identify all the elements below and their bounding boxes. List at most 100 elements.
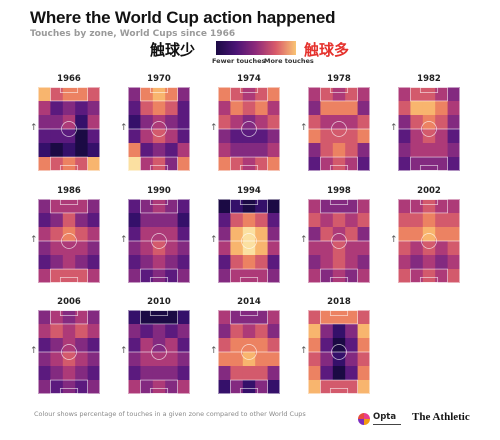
heatmap-cell (75, 310, 88, 325)
heatmap-cell (435, 115, 448, 130)
heatmap-cell (177, 241, 190, 256)
pitch-centre-circle (151, 344, 167, 360)
heatmap-cell (75, 101, 88, 116)
heatmap-cell (447, 129, 460, 144)
panel-year-label: 1966 (57, 74, 81, 84)
heatmap-cell (410, 213, 424, 228)
heatmap-cell (140, 115, 154, 130)
heatmap-cell (308, 352, 321, 367)
heatmap-cell (308, 213, 321, 228)
heatmap-cell (345, 338, 358, 353)
heatmap-cell (38, 157, 51, 171)
heatmap-cell (75, 129, 88, 144)
heatmap-cell (435, 143, 448, 158)
heatmap-cell (255, 199, 268, 214)
heatmap-cell (410, 101, 424, 116)
heatmap-cell (357, 115, 370, 130)
heatmap-cell (242, 213, 256, 228)
heatmap-cell (308, 129, 321, 144)
heatmap-cell (75, 241, 88, 256)
heatmap-cell (140, 310, 154, 325)
heatmap-cell (165, 199, 178, 214)
pitch-centre-circle (151, 121, 167, 137)
heatmap-cell (320, 338, 334, 353)
heatmap-cell (50, 143, 64, 158)
heatmap-cell (87, 352, 100, 367)
panel-year-label: 2018 (327, 297, 351, 307)
heatmap-cell (38, 338, 51, 353)
heatmap-cell (152, 87, 166, 102)
heatmap-cell (332, 269, 346, 283)
heatmap-cell (75, 157, 88, 171)
heatmap-cell (140, 380, 154, 394)
heatmap-cell (177, 101, 190, 116)
heatmap-cell (398, 227, 411, 242)
heatmap-cell (267, 352, 280, 367)
heatmap-cell (38, 352, 51, 367)
heatmap-cell (357, 101, 370, 116)
heatmap-cell (165, 255, 178, 270)
heatmap-cell (422, 157, 436, 171)
heatmap-cell (255, 310, 268, 325)
panel-year-label: 2014 (237, 297, 261, 307)
heatmap-cell (38, 310, 51, 325)
heatmap-cell (267, 157, 280, 171)
heatmap-cell (357, 366, 370, 381)
chart-subtitle: Touches by zone, World Cups since 1966 (30, 29, 236, 39)
attack-direction-arrow-icon: ↑ (300, 235, 308, 245)
heatmap-cell (320, 129, 334, 144)
heatmap-cell (435, 255, 448, 270)
heatmap-cell (218, 87, 231, 102)
heatmap-cell (357, 324, 370, 339)
heatmap-cell (152, 338, 166, 353)
heatmap-cell (230, 115, 244, 130)
attack-direction-arrow-icon: ↑ (30, 346, 38, 356)
heatmap-cell (140, 199, 154, 214)
heatmap-cell (87, 338, 100, 353)
panel-year-label: 1978 (327, 74, 351, 84)
pitch-bottom-goal-box (59, 165, 79, 171)
heatmap-cell (38, 115, 51, 130)
pitch-top-goal-box (239, 87, 259, 93)
heatmap-cell (447, 87, 460, 102)
heatmap-cell (398, 87, 411, 102)
heatmap-cell (128, 101, 141, 116)
heatmap-cell (255, 241, 268, 256)
heatmap-cell (357, 87, 370, 102)
pitch-centre-circle (421, 121, 437, 137)
heatmap-cell (320, 324, 334, 339)
opta-underline (373, 424, 401, 425)
heatmap-cell (398, 241, 411, 256)
heatmap-cell (165, 227, 178, 242)
heatmap-cell (320, 269, 334, 283)
heatmap-cell (165, 241, 178, 256)
heatmap-cell (140, 241, 154, 256)
panel-year-label: 1974 (237, 74, 261, 84)
heatmap-cell (140, 87, 154, 102)
pitch-bottom-goal-box (239, 277, 259, 283)
heatmap-cell (62, 199, 76, 214)
attack-direction-arrow-icon: ↑ (120, 235, 128, 245)
heatmap-cell (308, 269, 321, 283)
heatmap-cell (320, 143, 334, 158)
heatmap-cell (177, 352, 190, 367)
heatmap-cell (357, 199, 370, 214)
heatmap-cell (62, 380, 76, 394)
heatmap-cell (38, 101, 51, 116)
heatmap-cell (447, 255, 460, 270)
heatmap-panel (308, 87, 370, 171)
heatmap-cell (308, 310, 321, 325)
heatmap-cell (62, 213, 76, 228)
panel-year-label: 1994 (237, 186, 261, 196)
pitch-top-goal-box (419, 87, 439, 93)
heatmap-cell (218, 227, 231, 242)
heatmap-cell (62, 324, 76, 339)
heatmap-cell (140, 366, 154, 381)
heatmap-cell (398, 269, 411, 283)
heatmap-cell (230, 241, 244, 256)
heatmap-cell (308, 115, 321, 130)
heatmap-cell (128, 143, 141, 158)
heatmap-cell (345, 255, 358, 270)
heatmap-cell (152, 101, 166, 116)
attack-direction-arrow-icon: ↑ (30, 235, 38, 245)
